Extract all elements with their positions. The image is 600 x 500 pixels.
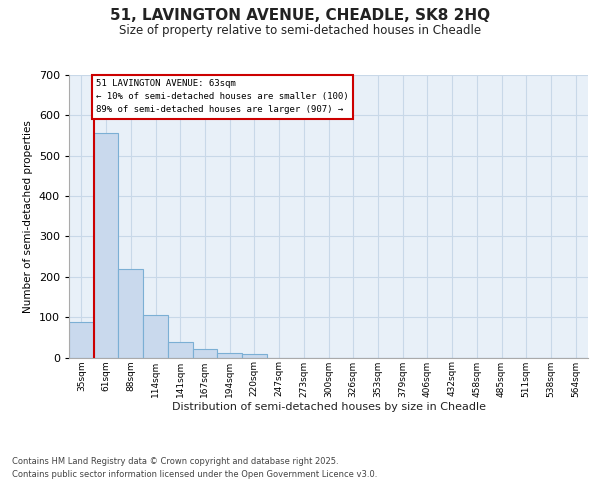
Bar: [143, 315, 168, 358]
Bar: [69, 322, 94, 358]
Text: 51 LAVINGTON AVENUE: 63sqm
← 10% of semi-detached houses are smaller (100)
89% o: 51 LAVINGTON AVENUE: 63sqm ← 10% of semi…: [96, 79, 349, 114]
Bar: [94, 132, 118, 358]
Bar: [193, 350, 217, 358]
Bar: [168, 342, 193, 357]
Text: 51, LAVINGTON AVENUE, CHEADLE, SK8 2HQ: 51, LAVINGTON AVENUE, CHEADLE, SK8 2HQ: [110, 8, 490, 22]
Text: Size of property relative to semi-detached houses in Cheadle: Size of property relative to semi-detach…: [119, 24, 481, 37]
Bar: [118, 268, 143, 358]
Y-axis label: Number of semi-detached properties: Number of semi-detached properties: [23, 120, 33, 312]
Text: Distribution of semi-detached houses by size in Cheadle: Distribution of semi-detached houses by …: [172, 402, 486, 412]
Bar: [242, 354, 267, 358]
Bar: [217, 354, 242, 358]
Text: Contains HM Land Registry data © Crown copyright and database right 2025.
Contai: Contains HM Land Registry data © Crown c…: [12, 458, 377, 479]
